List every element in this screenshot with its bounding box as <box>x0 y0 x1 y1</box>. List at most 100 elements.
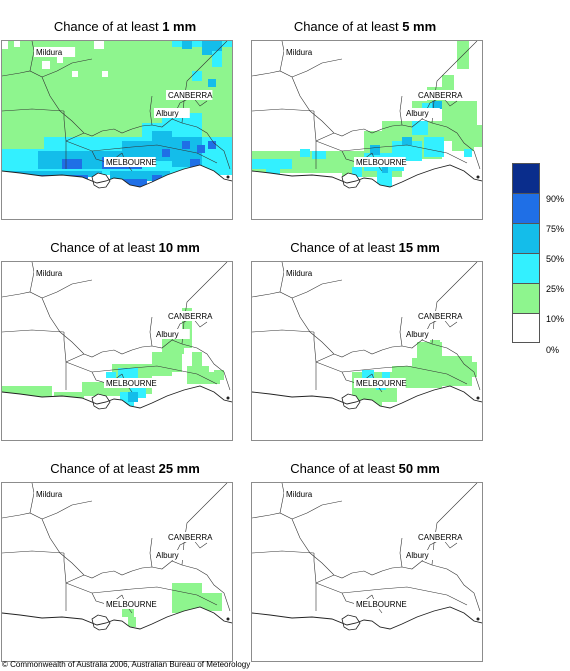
probability-cell <box>430 340 440 360</box>
probability-cell <box>162 362 177 372</box>
legend-label-75: 75% <box>546 224 565 234</box>
boundary-line <box>2 291 231 391</box>
probability-cell <box>402 137 412 145</box>
svg-text:MELBOURNE: MELBOURNE <box>106 158 157 167</box>
coastline <box>252 385 482 409</box>
probability-cell <box>2 171 102 177</box>
svg-text:CANBERRA: CANBERRA <box>418 533 463 542</box>
boundary-line <box>2 108 65 112</box>
svg-text:Mildura: Mildura <box>36 48 63 57</box>
boundary-line <box>2 70 231 170</box>
probability-cell <box>362 370 374 380</box>
district-boundaries <box>252 41 481 172</box>
place-label-melbourne: MELBOURNE <box>354 378 407 388</box>
coastline <box>252 164 482 188</box>
boundary-line <box>315 140 468 164</box>
place-label-melbourne: MELBOURNE <box>104 599 157 609</box>
panel-title-25mm: Chance of at least 25 mm <box>50 461 200 476</box>
rainfall-probability-cells <box>252 41 482 187</box>
probability-cell <box>152 175 162 183</box>
probability-cell <box>212 51 222 67</box>
boundary-line <box>313 111 317 169</box>
port-phillip-bay <box>91 614 111 631</box>
coastal-point-marker <box>226 396 230 400</box>
boundary-line <box>315 582 468 606</box>
probability-cell <box>106 372 116 382</box>
boundary-line <box>252 512 481 612</box>
place-label-mildura: Mildura <box>284 268 326 278</box>
place-label-melbourne: MELBOURNE <box>354 157 407 167</box>
legend-label-50: 50% <box>546 254 565 264</box>
probability-cell <box>192 71 202 81</box>
probability-cell <box>300 149 310 157</box>
map-50mm: Mildura CANBERRA Albury MELBOURNE <box>252 483 482 661</box>
boundary-line <box>399 316 403 347</box>
ocean-area <box>2 607 232 661</box>
district-boundaries <box>2 262 231 393</box>
place-label-albury: Albury <box>154 108 190 118</box>
place-label-mildura: Mildura <box>34 47 76 57</box>
boundary-line <box>65 361 218 385</box>
boundary-line <box>291 58 343 78</box>
boundary-line <box>149 95 153 126</box>
port-phillip-bay <box>341 614 361 631</box>
boundary-line <box>65 574 85 584</box>
boundary-line <box>315 353 335 363</box>
svg-text:CANBERRA: CANBERRA <box>168 91 213 100</box>
map-panel-1mm: Mildura CANBERRA Albury MELBOURNE <box>1 40 233 220</box>
ocean-area <box>2 386 232 440</box>
boundary-line <box>65 140 218 164</box>
probability-cell <box>42 61 50 69</box>
place-label-mildura: Mildura <box>284 47 326 57</box>
boundary-line <box>65 353 85 363</box>
probability-cell <box>208 79 216 87</box>
boundary-line <box>279 41 285 72</box>
probability-cell <box>182 308 192 348</box>
probability-cell <box>432 101 442 109</box>
svg-text:MELBOURNE: MELBOURNE <box>356 158 407 167</box>
legend-label-0: 0% <box>546 345 560 355</box>
probability-cell <box>464 149 472 157</box>
svg-text:Albury: Albury <box>156 551 179 560</box>
boundary-line <box>65 582 218 606</box>
boundary-line <box>291 279 343 299</box>
boundary-line <box>399 537 403 568</box>
place-label-canberra: CANBERRA <box>416 90 463 100</box>
boundary-line <box>313 553 317 611</box>
place-label-canberra: CANBERRA <box>416 532 463 542</box>
panel-title-1mm: Chance of at least 1 mm <box>53 19 197 34</box>
probability-cell <box>214 370 224 380</box>
svg-text:Albury: Albury <box>406 330 429 339</box>
coastline <box>2 385 232 409</box>
boundary-line <box>399 95 403 126</box>
place-label-canberra: CANBERRA <box>416 311 463 321</box>
boundary-line <box>279 262 285 293</box>
probability-cell <box>382 165 388 173</box>
place-label-mildura: Mildura <box>284 489 326 499</box>
legend-swatch-4 <box>512 283 540 313</box>
probability-cell <box>128 617 136 627</box>
coastline <box>252 606 482 630</box>
probability-cell <box>102 71 108 77</box>
map-1mm: Mildura CANBERRA Albury MELBOURNE <box>2 41 232 219</box>
place-label-melbourne: MELBOURNE <box>104 157 157 167</box>
panel-title-5mm: Chance of at least 5 mm <box>293 19 437 34</box>
probability-cell <box>122 607 134 617</box>
boundary-line <box>149 537 153 568</box>
svg-text:Mildura: Mildura <box>286 490 313 499</box>
boundary-line <box>279 483 285 514</box>
probability-cell <box>424 137 444 157</box>
panel-title-50mm: Chance of at least 50 mm <box>290 461 440 476</box>
svg-text:Albury: Albury <box>156 109 179 118</box>
boundary-line <box>63 332 67 390</box>
probability-cell <box>452 141 474 151</box>
place-label-albury: Albury <box>404 550 440 560</box>
map-panel-5mm: Mildura CANBERRA Albury MELBOURNE <box>251 40 483 220</box>
svg-text:Mildura: Mildura <box>36 269 63 278</box>
map-5mm: Mildura CANBERRA Albury MELBOURNE <box>252 41 482 219</box>
legend-swatch-0 <box>512 163 540 193</box>
rainfall-probability-cells <box>2 41 232 205</box>
coastline <box>2 606 232 630</box>
port-phillip-bay <box>341 172 361 189</box>
ocean-area <box>252 165 482 219</box>
